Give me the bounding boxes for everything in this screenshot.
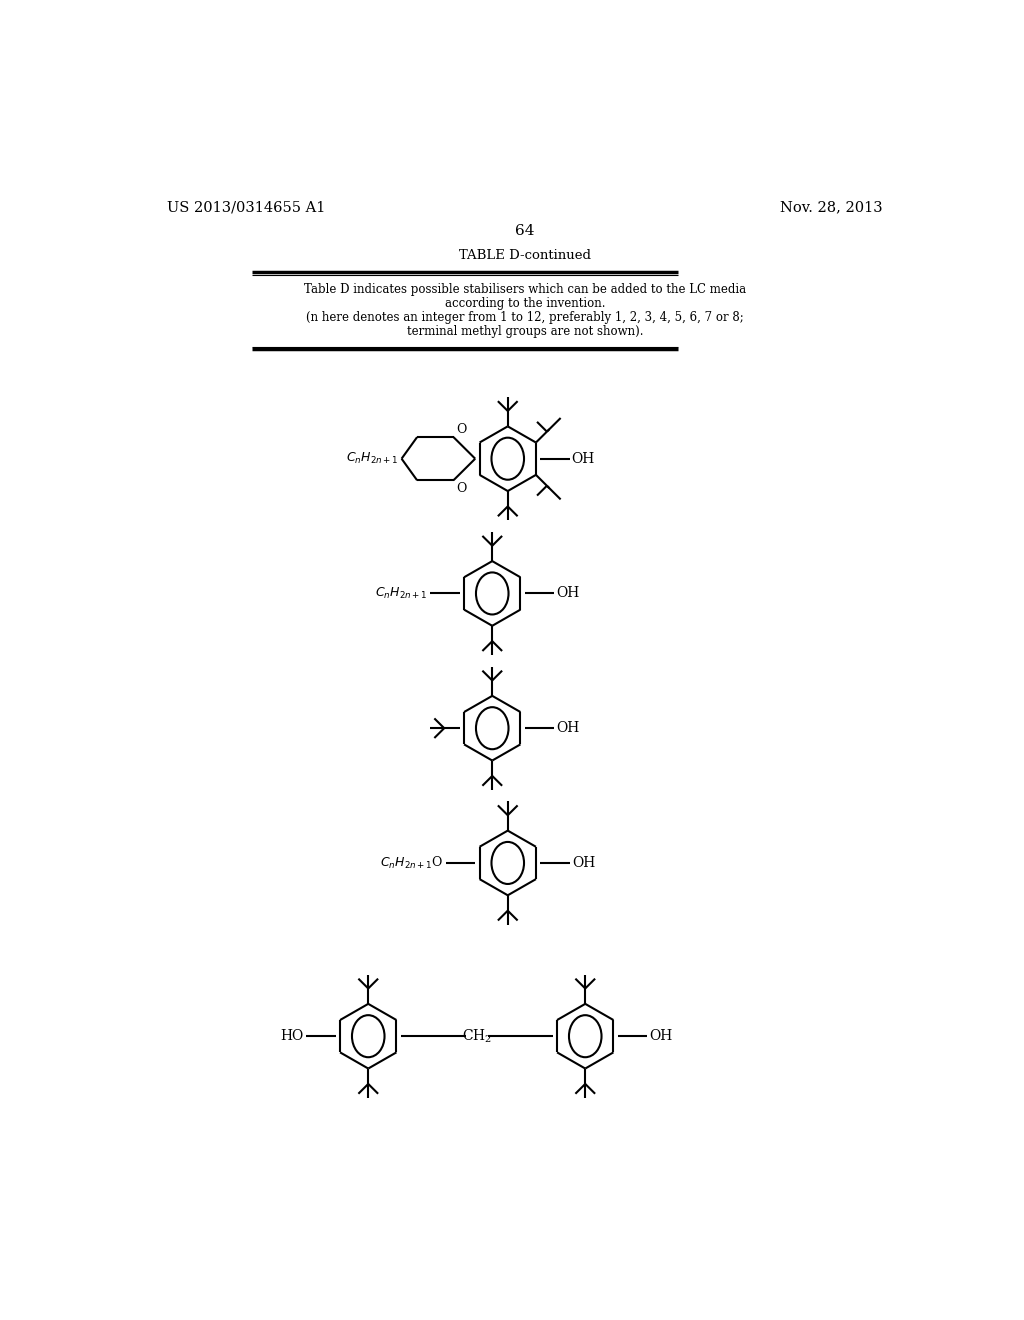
- Text: 64: 64: [515, 224, 535, 238]
- Text: OH: OH: [557, 721, 580, 735]
- Text: according to the invention.: according to the invention.: [444, 297, 605, 310]
- Text: $\mathregular{CH_2}$: $\mathregular{CH_2}$: [462, 1027, 492, 1045]
- Text: (n here denotes an integer from 1 to 12, preferably 1, 2, 3, 4, 5, 6, 7 or 8;: (n here denotes an integer from 1 to 12,…: [306, 312, 743, 323]
- Text: OH: OH: [649, 1030, 673, 1043]
- Text: US 2013/0314655 A1: US 2013/0314655 A1: [167, 201, 326, 215]
- Text: $C_nH_{2n+1}$: $C_nH_{2n+1}$: [376, 586, 428, 601]
- Text: O: O: [456, 482, 466, 495]
- Text: OH: OH: [557, 586, 580, 601]
- Text: terminal methyl groups are not shown).: terminal methyl groups are not shown).: [407, 325, 643, 338]
- Text: O: O: [456, 422, 466, 436]
- Text: OH: OH: [571, 451, 595, 466]
- Text: Table D indicates possible stabilisers which can be added to the LC media: Table D indicates possible stabilisers w…: [304, 284, 745, 296]
- Text: $C_nH_{2n+1}$O: $C_nH_{2n+1}$O: [380, 855, 443, 871]
- Text: HO: HO: [281, 1030, 304, 1043]
- Text: $C_nH_{2n+1}$: $C_nH_{2n+1}$: [346, 451, 398, 466]
- Text: TABLE D-continued: TABLE D-continued: [459, 249, 591, 263]
- Text: Nov. 28, 2013: Nov. 28, 2013: [780, 201, 883, 215]
- Text: OH: OH: [572, 855, 595, 870]
